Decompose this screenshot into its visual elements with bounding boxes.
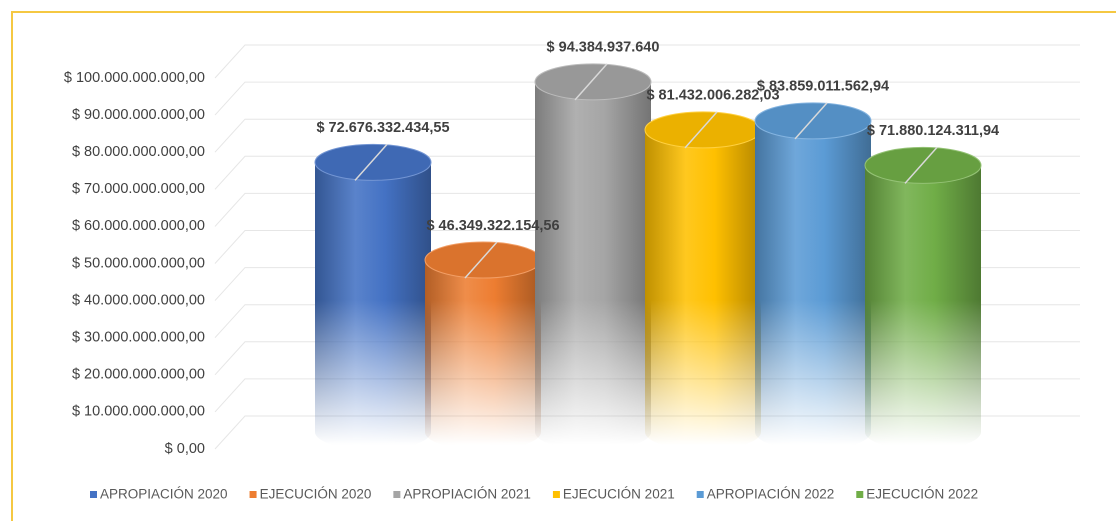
value-label: $ 46.349.322.154,56: [426, 218, 559, 234]
legend-swatch: [393, 491, 401, 498]
value-label: $ 94.384.937.640: [547, 40, 660, 56]
cylinder-body: [755, 102, 871, 451]
cylinder-top: [864, 146, 982, 184]
value-label: $ 71.880.124.311,94: [867, 123, 999, 139]
value-label: $ 83.859.011.562,94: [757, 79, 889, 95]
y-tick-label: $ 40.000.000.000,00: [72, 292, 205, 308]
legend-label: APROPIACIÓN 2022: [707, 487, 835, 502]
grid-line: [214, 44, 1080, 79]
legend-label: EJECUCIÓN 2020: [260, 487, 372, 502]
legend-swatch: [696, 491, 704, 498]
legend-swatch: [90, 491, 97, 498]
legend-label: APROPIACIÓN 2020: [100, 487, 228, 502]
value-label: $ 72.676.332.434,55: [316, 120, 449, 136]
cylinder-top: [644, 111, 762, 149]
leader-line: [904, 146, 938, 184]
cylinder-body: [535, 63, 651, 450]
leader-line: [464, 241, 498, 279]
cylinder-top: [534, 63, 652, 101]
grid-line: [214, 81, 1080, 116]
legend-swatch: [552, 491, 560, 498]
bar: [424, 241, 542, 450]
frame: [11, 11, 1116, 521]
y-tick-label: $ 60.000.000.000,00: [72, 218, 205, 234]
cylinder-body: [865, 147, 981, 450]
cylinder-top: [314, 143, 432, 181]
leader-line: [794, 102, 828, 140]
cylinder-body: [425, 242, 541, 450]
bar: [864, 146, 982, 450]
bar: [314, 143, 432, 451]
value-label: $ 81.432.006.282,03: [646, 88, 779, 104]
cylinder-top: [754, 102, 872, 140]
bars: [314, 63, 982, 451]
y-tick-label: $ 10.000.000.000,00: [72, 404, 205, 420]
legend-label: EJECUCIÓN 2021: [563, 487, 675, 502]
y-tick-label: $ 30.000.000.000,00: [72, 330, 205, 346]
y-tick-label: $ 20.000.000.000,00: [72, 367, 205, 383]
cylinder-top: [424, 241, 542, 279]
legend: APROPIACIÓN 2020 EJECUCIÓN 2020 APROPIACIÓ…: [90, 487, 978, 502]
y-tick-label: $ 70.000.000.000,00: [72, 181, 205, 197]
y-tick-label: $ 100.000.000.000,00: [64, 70, 205, 86]
y-tick-label: $ 50.000.000.000,00: [72, 255, 205, 271]
y-tick-label: $ 80.000.000.000,00: [72, 144, 205, 160]
legend-label: APROPIACIÓN 2021: [403, 487, 531, 502]
leader-line: [354, 143, 388, 181]
cylinder-body: [645, 111, 761, 450]
value-labels: $ 72.676.332.434,55 $ 46.349.322.154,56 $ …: [316, 40, 999, 279]
bar: [754, 102, 872, 451]
legend-swatch: [856, 491, 864, 498]
cylinder-body: [315, 144, 431, 451]
legend-label: EJECUCIÓN 2022: [866, 487, 978, 502]
bar: [534, 63, 652, 450]
leader-line: [574, 63, 608, 101]
leader-line: [684, 111, 718, 149]
y-tick-label: $ 90.000.000.000,00: [72, 107, 205, 123]
legend-swatch: [249, 491, 257, 498]
y-tick-label: $ 0,00: [165, 441, 205, 457]
bar: [644, 111, 762, 450]
